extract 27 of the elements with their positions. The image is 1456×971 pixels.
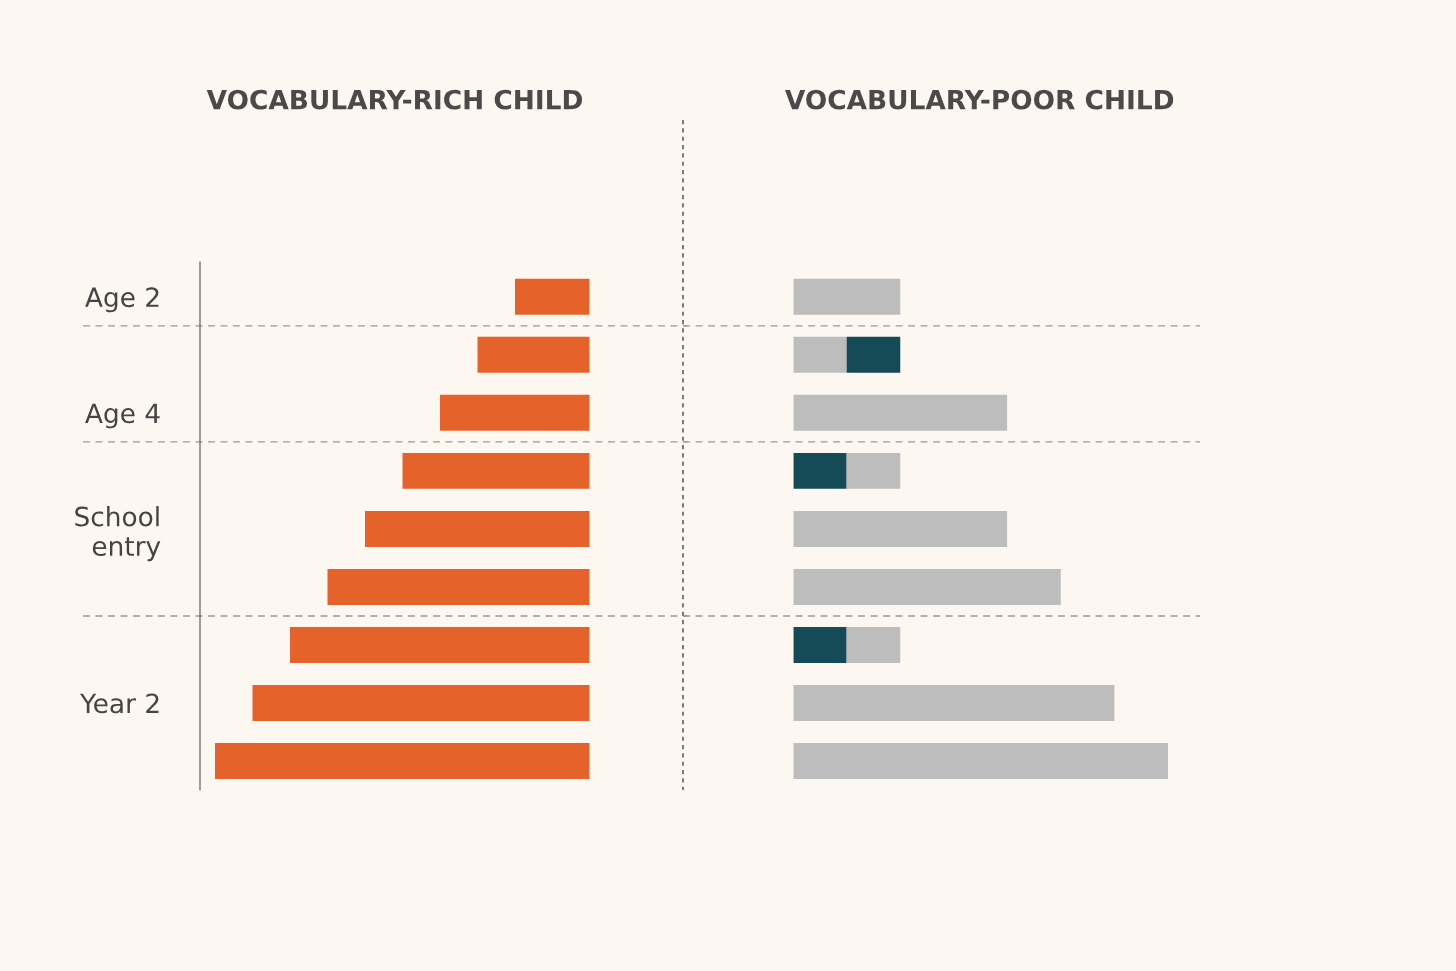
bar xyxy=(252,684,590,721)
bar xyxy=(515,278,590,315)
y-tick-label: Age 4 xyxy=(85,403,160,429)
bar xyxy=(793,336,847,373)
bar xyxy=(793,510,1008,547)
chart-title: VOCABULARY-RICH CHILD xyxy=(206,89,583,110)
bar xyxy=(846,626,901,663)
bar xyxy=(793,278,901,315)
bar xyxy=(365,510,590,547)
bar xyxy=(793,743,1168,779)
chart-title: VOCABULARY-POOR CHILD xyxy=(784,89,1174,110)
bar xyxy=(793,394,1008,431)
bar xyxy=(846,452,901,489)
bar xyxy=(440,394,590,431)
bar xyxy=(846,336,901,373)
bar xyxy=(793,684,1115,721)
bar xyxy=(477,336,590,373)
bar xyxy=(215,743,590,779)
y-tick-label: Age 2 xyxy=(85,287,159,313)
bar xyxy=(327,568,590,605)
y-tick-label: School entry xyxy=(75,506,161,562)
bar xyxy=(290,626,590,663)
y-tick-label: Year 2 xyxy=(80,693,159,714)
bar xyxy=(793,568,1061,605)
bar xyxy=(793,452,847,489)
bar xyxy=(793,626,847,663)
bar xyxy=(402,452,590,489)
